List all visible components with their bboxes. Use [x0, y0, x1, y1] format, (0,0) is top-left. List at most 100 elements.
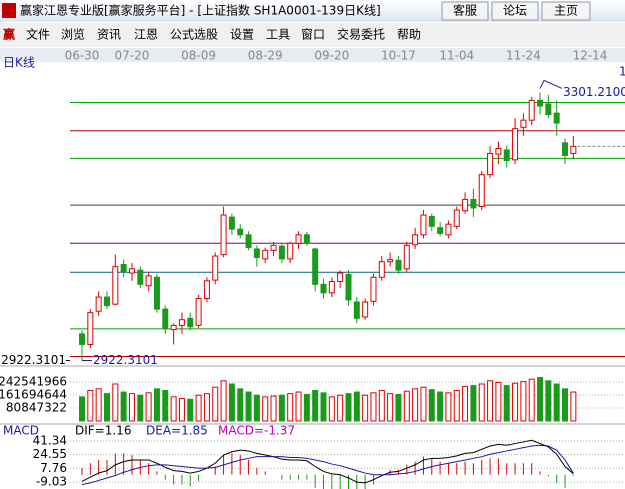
y-tick-label: -9.03 [36, 475, 67, 489]
menu-item[interactable]: 文件 [26, 27, 50, 42]
candle-body [403, 244, 410, 270]
candle-body [370, 276, 377, 302]
macd-line [81, 444, 574, 486]
volume-bar [353, 391, 360, 422]
volume-bar [162, 389, 169, 422]
volume-bar [437, 391, 444, 422]
menu-item[interactable]: 工具 [266, 28, 290, 42]
menu-item[interactable]: 资讯 [97, 28, 121, 42]
volume-bar [537, 377, 544, 422]
y-tick-label: 7.76 [40, 461, 67, 475]
volume-bar [245, 391, 252, 422]
candle-body [79, 333, 85, 345]
menu-item[interactable]: 交易委托 [337, 27, 385, 42]
candle-body [362, 301, 369, 318]
menu-item[interactable]: 江恩 [134, 28, 158, 42]
candle-body [262, 249, 269, 260]
volume-bar [428, 389, 435, 422]
candle-body [112, 266, 119, 305]
candle-body [320, 283, 327, 294]
volume-bar [178, 397, 185, 422]
volume-bar [528, 378, 535, 422]
volume-bar [512, 382, 519, 422]
candle-body [553, 112, 560, 124]
menu-item[interactable]: 浏览 [61, 27, 85, 42]
candle-body [537, 99, 544, 107]
volume-bar [378, 389, 385, 422]
x-tick-label: 11-04 [439, 49, 474, 63]
volume-bar [270, 395, 277, 422]
menu-icon[interactable]: 赢 [3, 27, 15, 42]
window-title: 赢家江恩专业版[赢家服务平台] - [上证指数 SH1A0001-139日K线] [20, 3, 381, 18]
volume-bar [328, 396, 335, 422]
volume-bar [387, 393, 394, 422]
candle-body [278, 245, 285, 260]
volume-bar [212, 386, 219, 422]
candle-body [487, 152, 494, 176]
volume-bar [79, 396, 85, 422]
volume-bar [103, 393, 110, 422]
x-tick-label: 11-24 [506, 49, 541, 63]
volume-bar [412, 388, 419, 422]
menu-item[interactable]: 设置 [230, 28, 254, 42]
candle-body [287, 242, 294, 260]
low-annotation: 2922.3101 [93, 353, 158, 367]
button[interactable] [491, 1, 539, 21]
menu-item[interactable]: 帮助 [397, 28, 421, 42]
menu-item[interactable]: 窗口 [301, 28, 325, 42]
volume-bar [395, 393, 402, 422]
candle-body [437, 227, 444, 234]
candle-body [395, 259, 402, 271]
volume-bar [462, 385, 469, 422]
candle-body [520, 119, 527, 128]
candle-body [237, 228, 244, 236]
x-tick-label: 09-20 [314, 49, 349, 63]
x-tick-label: 12-14 [573, 49, 608, 63]
candle-body [95, 296, 102, 312]
volume-bar [453, 389, 460, 422]
candle-body [445, 223, 452, 236]
candle-body [353, 301, 360, 319]
high-annotation: 3301.2100 [563, 85, 625, 99]
candle-body [412, 234, 419, 246]
y-tick-label: 80847322 [6, 400, 67, 414]
candle-body [228, 216, 235, 230]
button-label[interactable]: 主页 [554, 4, 578, 18]
volume-bar [553, 383, 560, 422]
button-label[interactable]: 论坛 [503, 4, 527, 18]
button[interactable] [541, 1, 591, 21]
volume-bar [203, 393, 210, 422]
candle-body [212, 255, 219, 281]
candle-body [387, 259, 394, 263]
volume-bar [303, 393, 310, 422]
candle-body [328, 281, 335, 294]
volume-bar [228, 383, 235, 422]
x-tick-label: 10-17 [381, 49, 416, 63]
candle-body [270, 244, 277, 251]
x-tick-label: 07-20 [115, 49, 150, 63]
volume-bar [345, 393, 352, 422]
volume-bar [495, 381, 502, 422]
x-tick-label: 08-09 [181, 49, 216, 63]
volume-bar [153, 388, 160, 422]
volume-bar [478, 383, 485, 422]
candle-body [512, 128, 519, 161]
y-tick-label: 242541966 [0, 374, 67, 388]
candle-body [128, 268, 135, 274]
candle-body [103, 296, 110, 307]
y-tick-label: 41.34 [33, 433, 67, 447]
candle-body [295, 234, 302, 244]
candle-body [528, 99, 535, 121]
volume-bar [403, 390, 410, 422]
button-label[interactable]: 客服 [453, 3, 477, 18]
candle-body [345, 273, 352, 301]
volume-bar [312, 389, 319, 422]
volume-bar [120, 391, 127, 422]
candle-body [312, 248, 319, 285]
menu-item[interactable]: 公式选股 [170, 28, 218, 42]
volume-bar [287, 393, 294, 422]
volume-bar [295, 391, 302, 422]
candle-body [570, 145, 577, 154]
volume-bar [337, 394, 344, 422]
button[interactable] [441, 1, 489, 21]
